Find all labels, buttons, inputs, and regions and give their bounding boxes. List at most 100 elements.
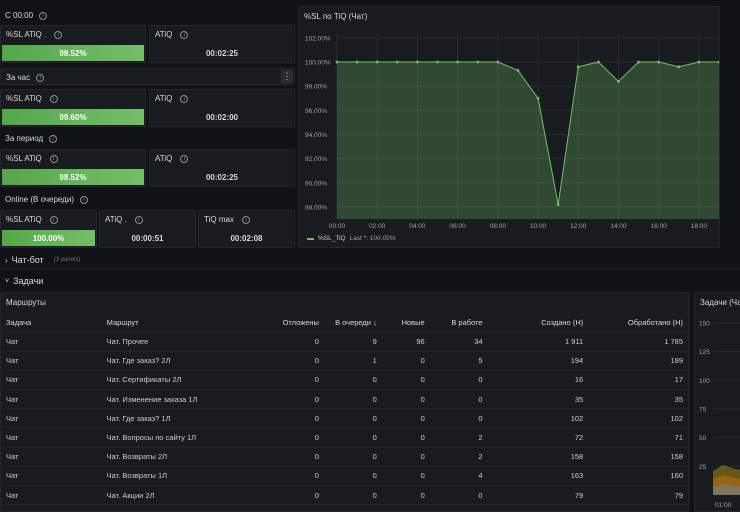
menu-icon[interactable]: ⋮	[281, 70, 293, 83]
row-title: Чат-бот	[11, 255, 44, 265]
table-cell: 0	[429, 370, 488, 391]
stat-panel-sl-atiq-3[interactable]: %SL ATiQ i 98.52%	[0, 149, 146, 187]
table-cell: 0	[381, 447, 430, 467]
table-row[interactable]: Чат Чат. Изменение заказа 1Л 0 0 0 0 35 35	[1, 389, 688, 410]
data-point[interactable]	[556, 203, 560, 206]
series-area	[337, 61, 719, 219]
data-point[interactable]	[395, 60, 399, 64]
data-point[interactable]	[496, 60, 500, 64]
chart-panel-sl-tiq[interactable]: %SL по TiQ (Чат) 102.00% 100.00% 98.00% 96.…	[298, 6, 720, 248]
data-point[interactable]	[416, 60, 419, 64]
table-cell: Чат. Возвраты 2Л	[101, 447, 257, 467]
x-tick-label: 01:00	[715, 502, 732, 509]
info-icon[interactable]: i	[180, 30, 189, 39]
info-icon[interactable]: i	[79, 195, 88, 204]
stat-panel-sl-atiq-2[interactable]: %SL ATiQ i 99.60%	[0, 89, 146, 127]
table-cell: 158	[588, 447, 688, 467]
table-cell: 158	[487, 447, 589, 467]
section-title-period: За период i	[5, 134, 58, 143]
column-header[interactable]: Задача	[1, 313, 102, 333]
row-header-tasks[interactable]: ˅ Задачи	[5, 276, 43, 286]
table-cell: 0	[256, 389, 324, 410]
column-header[interactable]: В очереди ↓	[323, 313, 382, 333]
chart-legend[interactable]: %SL_TiQ Last *: 100.05%	[307, 235, 395, 242]
data-point[interactable]	[657, 60, 661, 64]
column-header[interactable]: Создано (Н)	[487, 313, 589, 333]
table-cell: Чат	[1, 466, 102, 487]
stat-panel-atiq-1[interactable]: ATiQ i 00:02:25	[149, 25, 295, 63]
info-icon[interactable]: i	[49, 215, 58, 224]
table-cell: 102	[588, 408, 688, 429]
info-icon[interactable]: i	[49, 94, 58, 103]
data-point[interactable]	[436, 60, 439, 64]
table-row[interactable]: Чат Чат. Акции 2Л 0 0 0 0 79 79	[1, 485, 688, 506]
data-point[interactable]	[375, 60, 379, 64]
info-icon[interactable]: i	[36, 73, 45, 82]
column-header[interactable]: Отложены	[256, 313, 324, 333]
data-point[interactable]	[717, 60, 719, 64]
panel-title: %SL ATiQ .	[6, 30, 47, 39]
info-icon[interactable]: i	[54, 30, 63, 39]
info-icon[interactable]: i	[180, 154, 189, 163]
table-cell: 189	[588, 351, 688, 371]
info-icon[interactable]: i	[241, 215, 250, 224]
panel-title: %SL ATiQ	[6, 154, 42, 163]
stat-panel-atiq-online[interactable]: ATiQ . i 00:00:51	[99, 210, 196, 248]
column-header[interactable]: Маршрут	[101, 313, 257, 333]
info-icon[interactable]: i	[180, 94, 189, 103]
table-row[interactable]: Чат Чат. Сертификаты 2Л 0 0 0 0 16 17	[1, 370, 688, 391]
data-point[interactable]	[516, 69, 520, 72]
table-cell: Чат. Акции 2Л	[101, 485, 257, 506]
info-icon[interactable]: i	[49, 134, 58, 143]
data-point[interactable]	[637, 60, 640, 64]
table-cell: 72	[487, 427, 589, 448]
data-point[interactable]	[335, 60, 339, 64]
section-title-since-midnight: С 00:00 i	[5, 11, 48, 20]
row-header-chatbot[interactable]: › Чат-бот (3 panels)	[5, 255, 80, 265]
row-bar-hour[interactable]: За час i ⋮	[0, 68, 295, 85]
info-icon[interactable]: i	[39, 11, 48, 20]
table-row[interactable]: Чат Чат. Возвраты 2Л 0 0 0 2 158 158	[1, 447, 688, 467]
table-row[interactable]: Чат Чат. Вопросы по сайту 1Л 0 0 0 2 72 71	[1, 427, 688, 448]
data-point[interactable]	[617, 79, 620, 83]
sl-tiq-chart: 102.00% 100.00% 98.00% 96.00% 94.00% 92.00% 90…	[305, 33, 719, 230]
tasks-chart-panel[interactable]: Задачи (Ча 150 125 100 75 50 25 01:00	[694, 292, 740, 512]
data-point[interactable]	[355, 60, 359, 64]
table-row[interactable]: Чат Чат. Где заказ? 1Л 0 0 0 0 102 102	[1, 408, 688, 429]
column-header[interactable]: Обработано (Н)	[588, 313, 688, 333]
table-cell: 0	[323, 485, 382, 506]
column-header[interactable]: В работе	[429, 313, 488, 333]
series-area	[713, 465, 740, 495]
table-cell: 5	[429, 351, 488, 371]
tasks-chart: 150 125 100 75 50 25 01:00	[699, 321, 740, 509]
data-point[interactable]	[536, 96, 540, 100]
stat-panel-atiq-3[interactable]: ATiQ i 00:02:25	[149, 149, 295, 187]
column-header[interactable]: Новые	[381, 313, 430, 333]
data-point[interactable]	[697, 60, 701, 64]
routes-table-panel[interactable]: Маршруты Задача Маршрут Отложены В очереди …	[0, 292, 689, 512]
info-icon[interactable]: i	[134, 215, 143, 224]
y-tick-label: 125	[699, 349, 710, 356]
stat-panel-sl-atiq-1[interactable]: %SL ATiQ . i 98.52%	[0, 25, 146, 63]
data-point[interactable]	[596, 60, 600, 64]
table-cell: 0	[256, 466, 324, 487]
data-point[interactable]	[677, 65, 681, 69]
table-cell: 0	[323, 447, 382, 467]
x-tick-label: 10:00	[530, 223, 547, 230]
data-point[interactable]	[476, 60, 480, 64]
table-cell: 4	[429, 466, 488, 487]
table-cell: Чат. Прочее	[101, 332, 257, 352]
info-icon[interactable]: i	[49, 154, 58, 163]
table-cell: 2	[429, 427, 488, 448]
table-row[interactable]: Чат Чат. Прочее 0 9 96 34 1 911 1 785	[1, 332, 688, 352]
table-cell: 0	[323, 408, 382, 429]
table-cell: Чат. Изменение заказа 1Л	[101, 389, 257, 410]
table-row[interactable]: Чат Чат. Возвраты 1Л 0 0 0 4 163 160	[1, 466, 688, 487]
table-row[interactable]: Чат Чат. Где заказ? 2Л 0 1 0 5 194 189	[1, 351, 688, 371]
stat-panel-atiq-2[interactable]: ATiQ i 00:02:00	[149, 89, 295, 127]
table-cell: 1	[323, 351, 382, 371]
data-point[interactable]	[576, 65, 580, 69]
data-point[interactable]	[456, 60, 460, 64]
stat-panel-tiq-max[interactable]: TiQ max i 00:02:08	[198, 210, 295, 248]
stat-panel-sl-atiq-online[interactable]: %SL ATiQ i 100.00%	[0, 210, 97, 248]
